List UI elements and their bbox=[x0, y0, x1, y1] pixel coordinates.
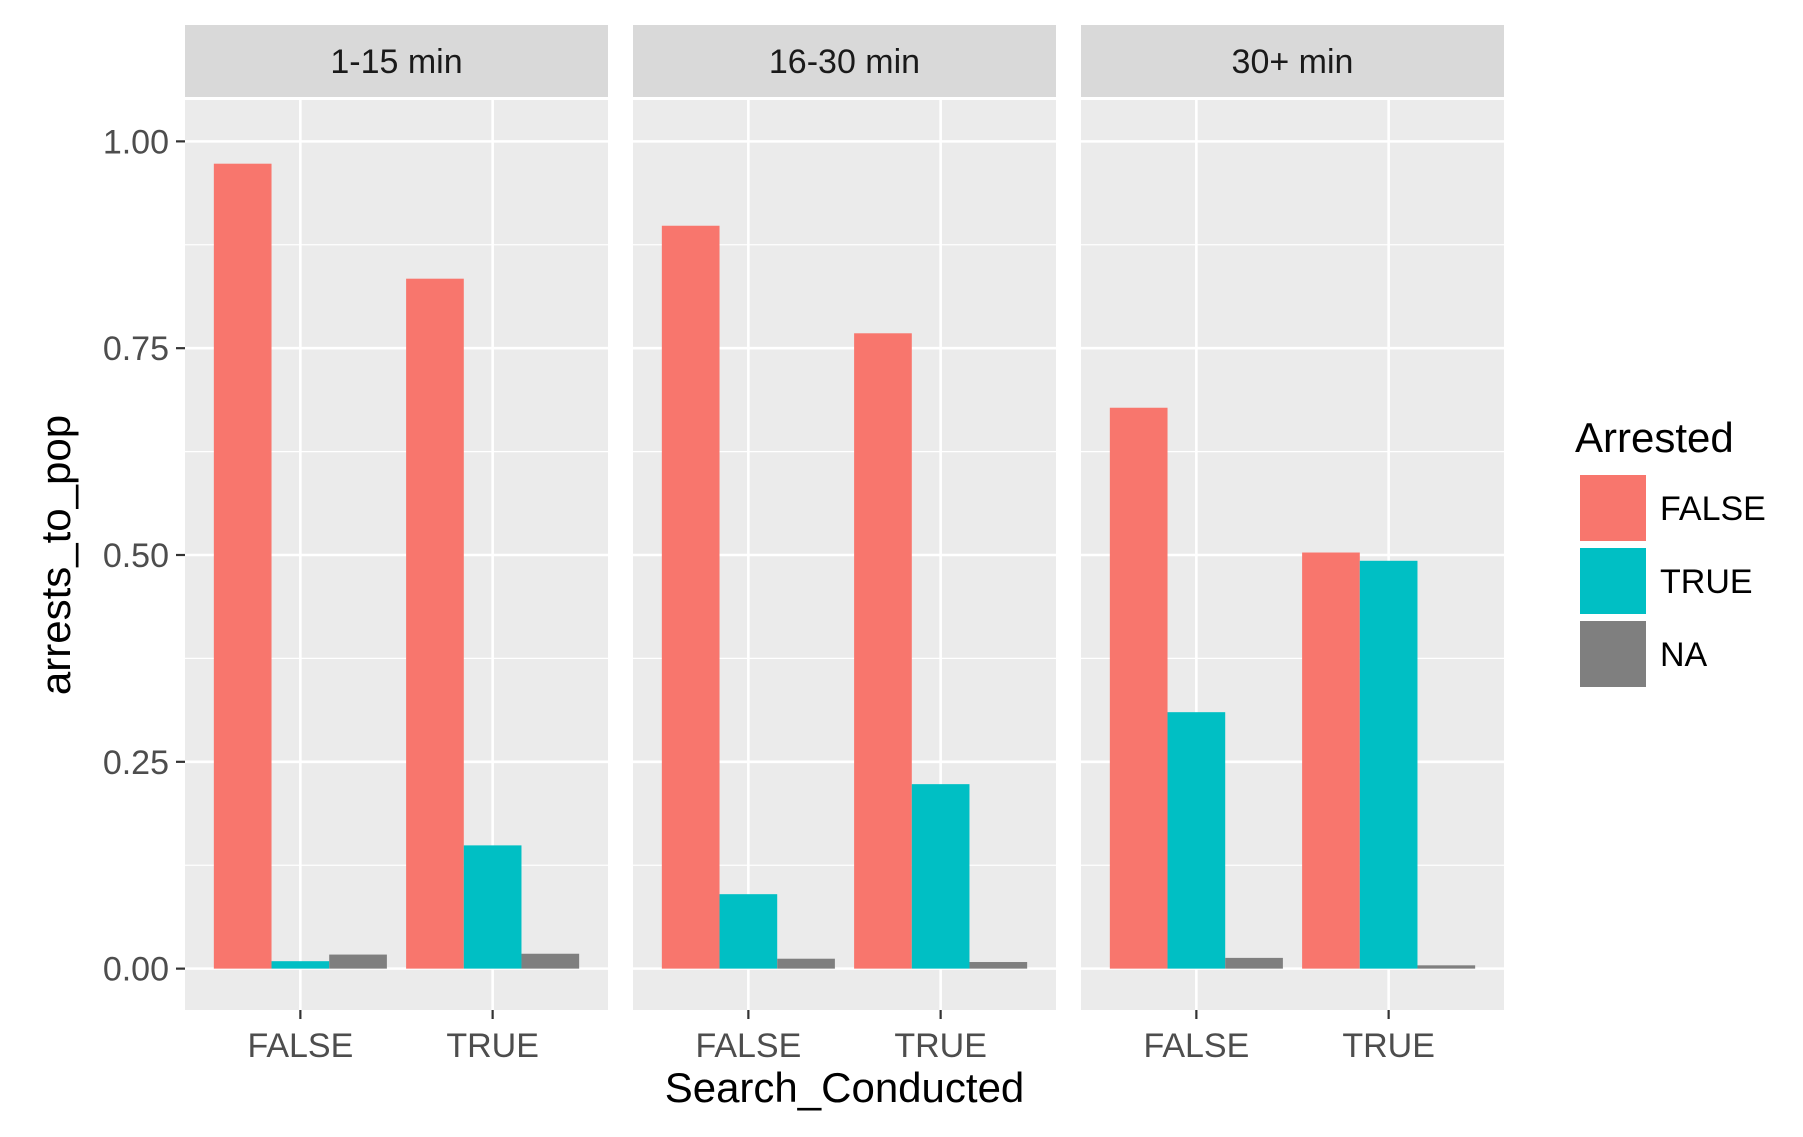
legend: Arrested FALSE TRUE NA bbox=[1575, 414, 1766, 687]
y-tick-label: 0.00 bbox=[103, 951, 169, 989]
bar-na bbox=[777, 958, 835, 969]
bar-true bbox=[911, 784, 970, 969]
legend-label-true: TRUE bbox=[1660, 563, 1753, 601]
bar-na bbox=[1225, 957, 1283, 969]
bar-true bbox=[463, 845, 522, 969]
bar-false bbox=[1302, 552, 1360, 969]
x-tick-label: TRUE bbox=[1342, 1027, 1435, 1065]
y-axis: 0.00 0.25 0.50 0.75 1.00 bbox=[103, 123, 185, 989]
x-tick-label: TRUE bbox=[446, 1027, 539, 1065]
facet-strip-label: 16-30 min bbox=[769, 43, 920, 81]
facet-panel: 16-30 min FALSE TRUE bbox=[633, 25, 1056, 1065]
y-tick-label: 0.75 bbox=[103, 330, 169, 368]
y-tick-label: 1.00 bbox=[103, 123, 169, 161]
bar-na bbox=[969, 962, 1028, 969]
x-tick-label: FALSE bbox=[1143, 1027, 1249, 1065]
legend-label-false: FALSE bbox=[1660, 490, 1766, 528]
bar-true bbox=[719, 894, 778, 969]
bar-true bbox=[271, 961, 330, 969]
legend-key-true bbox=[1580, 548, 1646, 614]
facet-strip bbox=[633, 25, 1056, 97]
bar-false bbox=[406, 278, 464, 969]
bar-false bbox=[1109, 407, 1168, 969]
bar-false bbox=[213, 163, 272, 969]
facet-strip bbox=[1081, 25, 1504, 97]
bar-false bbox=[661, 225, 720, 969]
y-tick-label: 0.50 bbox=[103, 537, 169, 575]
facet-strip bbox=[185, 25, 608, 97]
bar-true bbox=[1167, 712, 1226, 969]
bar-na bbox=[329, 954, 387, 969]
facet-panel: 30+ min FALSE TRUE bbox=[1081, 25, 1504, 1065]
bar-na bbox=[1417, 965, 1476, 969]
legend-title: Arrested bbox=[1575, 414, 1734, 461]
facet-panel: 1-15 min FALSE TRUE bbox=[185, 25, 608, 1065]
facet-strip-label: 1-15 min bbox=[330, 43, 462, 81]
x-tick-label: TRUE bbox=[894, 1027, 987, 1065]
facet-strip-label: 30+ min bbox=[1232, 43, 1354, 81]
legend-key-false bbox=[1580, 475, 1646, 541]
x-tick-label: FALSE bbox=[695, 1027, 801, 1065]
bar-true bbox=[1359, 560, 1418, 969]
bar-false bbox=[854, 333, 912, 969]
legend-label-na: NA bbox=[1660, 636, 1708, 674]
legend-key-na bbox=[1580, 621, 1646, 687]
y-axis-title: arrests_to_pop bbox=[32, 415, 79, 695]
x-axis-title: Search_Conducted bbox=[665, 1064, 1025, 1111]
y-tick-label: 0.25 bbox=[103, 744, 169, 782]
x-tick-label: FALSE bbox=[247, 1027, 353, 1065]
bar-na bbox=[521, 953, 580, 969]
